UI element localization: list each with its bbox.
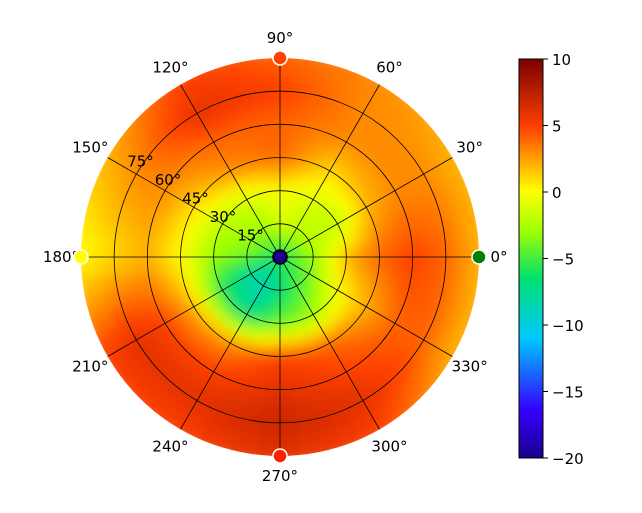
- angle-tick-label: 60°: [376, 58, 403, 76]
- heatmap-cell: [260, 414, 282, 427]
- heatmap-cell: [110, 237, 123, 259]
- heatmap-cell: [398, 255, 410, 272]
- angle-tick-label: 30°: [456, 139, 483, 157]
- colorbar-tick-label: 0: [552, 184, 562, 202]
- colorbar-tick-label: 10: [552, 51, 571, 69]
- colorbar-gradient: [518, 58, 544, 459]
- colorbar-tick-label: −10: [552, 317, 584, 335]
- angle-tick-label: 330°: [452, 358, 488, 376]
- heatmap-cell: [258, 434, 282, 447]
- marker-point: [471, 249, 487, 265]
- heatmap-cell: [261, 404, 282, 417]
- angular-grid-line: [279, 157, 453, 258]
- heatmap-cell: [100, 236, 113, 259]
- heatmap-cell: [437, 255, 450, 277]
- angular-grid-line: [180, 256, 281, 430]
- heatmap-cell: [278, 117, 296, 129]
- heatmap-cell: [265, 375, 282, 387]
- angle-tick-label: 270°: [262, 467, 298, 485]
- angular-grid-line: [279, 256, 380, 430]
- marker-point: [73, 249, 89, 265]
- heatmap-cell: [264, 385, 282, 397]
- heatmap-cell: [338, 256, 351, 266]
- heatmap-cell: [278, 147, 293, 159]
- angle-tick-label: 300°: [371, 438, 407, 456]
- radial-tick-label: 15°: [237, 226, 264, 244]
- heatmap-cell: [278, 107, 298, 119]
- angle-tick-labels: 0° 30° 60° 90° 120° 150° 180° 210° 240° 270° 300° 3…: [43, 29, 508, 485]
- colorbar-tick-label: 5: [552, 118, 562, 136]
- heatmap-cell: [418, 255, 430, 275]
- heatmap-cell: [329, 256, 341, 265]
- angle-tick-label: 180°: [43, 248, 79, 266]
- heatmap-cell: [262, 395, 282, 407]
- marker-point: [272, 448, 288, 464]
- angle-tick-label: 240°: [152, 438, 188, 456]
- heatmap-cell: [266, 365, 282, 377]
- heatmap-cell: [170, 244, 182, 259]
- angular-grid-line: [107, 157, 281, 258]
- marker-point: [272, 249, 288, 265]
- heatmap-cell: [140, 241, 152, 259]
- heatmap-cell: [278, 67, 302, 80]
- heatmap-cell: [457, 255, 470, 279]
- colorbar-tick-label: −15: [552, 384, 584, 402]
- heatmap-cell: [278, 454, 304, 456]
- heatmap-cell: [150, 242, 162, 259]
- heatmap-cell: [309, 256, 321, 262]
- marker-point: [272, 50, 288, 66]
- heatmap-cell: [319, 256, 331, 263]
- radial-tick-label: 60°: [155, 171, 182, 189]
- angle-tick-label: 120°: [152, 58, 188, 76]
- heatmap-cell: [368, 255, 380, 269]
- heatmap-cell: [348, 256, 361, 267]
- heatmap-cell: [408, 255, 420, 273]
- angular-grid-line: [279, 84, 380, 258]
- heatmap-cell: [278, 77, 301, 90]
- heatmap-cell: [90, 235, 103, 259]
- heatmap-cell: [81, 255, 83, 281]
- heatmap-cell: [160, 243, 172, 259]
- heatmap-cell: [130, 239, 142, 259]
- heatmap-cell: [259, 424, 282, 437]
- heatmap-cell: [447, 255, 460, 278]
- markers: [73, 50, 487, 464]
- colorbar-tick-label: −5: [552, 251, 574, 269]
- heatmap-cell: [267, 355, 282, 367]
- heatmap-cell: [278, 87, 300, 100]
- angle-tick-label: 210°: [72, 358, 108, 376]
- radial-tick-labels: 15°30°45°60°75°: [127, 152, 264, 244]
- radial-tick-label: 75°: [127, 152, 154, 170]
- heatmap-cell: [278, 97, 299, 110]
- heatmap-cell: [278, 127, 295, 139]
- heatmap-cell: [358, 255, 370, 268]
- heatmap-cell: [278, 137, 294, 149]
- heatmap-cell: [120, 238, 133, 259]
- angle-tick-label: 150°: [72, 139, 108, 157]
- angular-grid-line: [279, 256, 453, 357]
- angle-tick-label: 90°: [267, 29, 294, 47]
- radial-tick-label: 45°: [182, 189, 209, 207]
- heatmap-cell: [477, 233, 479, 259]
- angle-tick-label: 0°: [490, 248, 507, 266]
- angular-grid-line: [107, 256, 281, 357]
- colorbar-tick-label: −20: [552, 450, 584, 468]
- colorbar-ticks: 10 5 0 −5 −10 −15 −20: [543, 51, 584, 468]
- heatmap-cell: [378, 255, 390, 270]
- radial-tick-label: 30°: [210, 208, 237, 226]
- angular-grid-line: [180, 84, 281, 258]
- heatmap-cell: [388, 255, 400, 271]
- polar-grid: [81, 58, 479, 456]
- heatmap-cell: [256, 58, 282, 60]
- heatmap-cell: [427, 255, 440, 276]
- colorbar: 10 5 0 −5 −10 −15 −20: [518, 51, 584, 468]
